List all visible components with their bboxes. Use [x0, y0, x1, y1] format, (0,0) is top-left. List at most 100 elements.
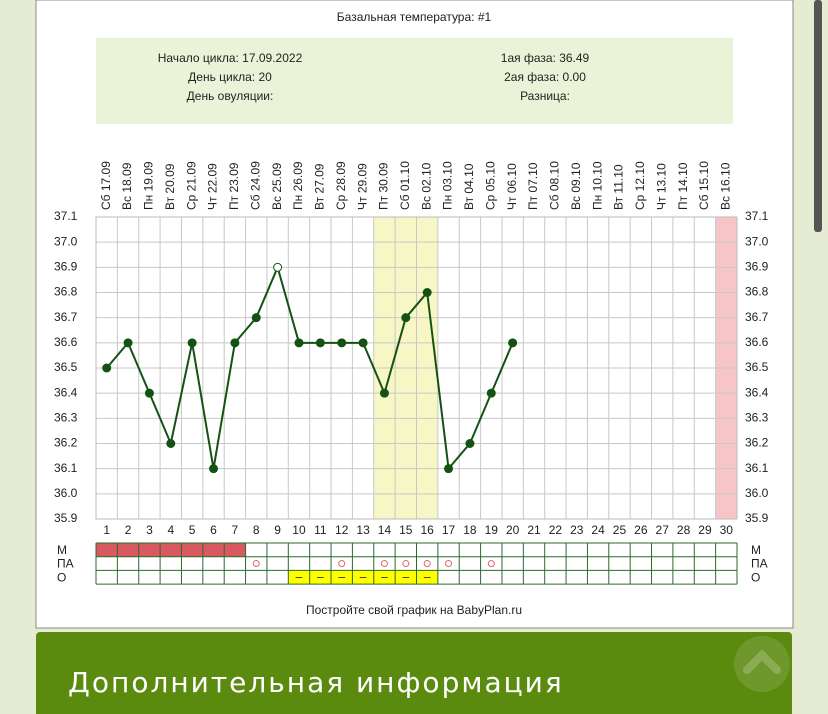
row-circle [252, 560, 260, 568]
row-label: ПА [57, 557, 74, 571]
day-number: 1 [103, 523, 110, 537]
y-tick-label-right: 36.1 [745, 461, 769, 475]
chart: Базальная температура: #1 Начало цикла: … [35, 0, 822, 629]
x-tick-label: Чт 06.10 [505, 163, 519, 210]
x-tick-label: Чт 13.10 [654, 163, 668, 210]
y-tick-label-right: 37.1 [745, 209, 769, 223]
y-tick-label-right: 37.0 [745, 234, 769, 248]
y-tick-label-right: 36.7 [745, 310, 769, 324]
day-number: 24 [591, 523, 605, 537]
x-tick-label: Пн 10.10 [590, 161, 604, 210]
row-cell [181, 543, 203, 557]
day-number: 10 [292, 523, 306, 537]
day-number: 7 [232, 523, 239, 537]
y-tick-label: 36.1 [54, 461, 78, 475]
y-tick-label-right: 36.4 [745, 385, 769, 399]
x-tick-label: Вс 18.09 [120, 162, 134, 210]
day-number: 29 [698, 523, 712, 537]
x-tick-label: Вс 25.09 [270, 162, 284, 210]
y-tick-label-right: 36.8 [745, 285, 769, 299]
row-cell [160, 543, 182, 557]
x-tick-label: Пт 23.09 [227, 162, 241, 210]
day-number: 18 [463, 523, 477, 537]
x-tick-label: Ср 21.09 [184, 161, 198, 210]
row-circle [380, 560, 388, 568]
info-left: День цикла: 20 [188, 70, 272, 84]
day-number: 6 [210, 523, 217, 537]
day-number: 28 [677, 523, 691, 537]
y-tick-label: 36.9 [54, 260, 78, 274]
row-cell-text: – [402, 569, 409, 583]
point [187, 338, 197, 348]
row-circle [487, 560, 495, 568]
x-tick-label: Пн 26.09 [291, 161, 305, 210]
day-number: 16 [421, 523, 435, 537]
point [273, 262, 283, 272]
point [465, 439, 475, 448]
row-label-right: М [751, 543, 761, 557]
row-label: О [57, 570, 66, 584]
day-number: 30 [720, 523, 734, 537]
point [123, 338, 133, 348]
point [144, 388, 154, 398]
y-tick-label: 36.4 [54, 385, 78, 399]
x-tick-label: Вт 11.10 [612, 164, 626, 210]
row-cell-text: – [360, 569, 367, 583]
x-tick-label: Вт 27.09 [313, 163, 327, 210]
row-cell-text: – [424, 569, 431, 583]
info-box [96, 38, 733, 124]
x-tick-label: Пн 03.10 [441, 161, 455, 210]
row-cell [117, 543, 139, 557]
point [337, 338, 347, 348]
x-tick-label: Пт 07.10 [526, 162, 540, 210]
day-number: 15 [399, 523, 413, 537]
day-number: 8 [253, 523, 260, 537]
day-number: 19 [485, 523, 499, 537]
scrollbar[interactable] [814, 0, 822, 232]
row-cell [288, 570, 310, 585]
x-tick-label: Сб 15.10 [697, 161, 711, 210]
point [486, 388, 496, 398]
y-tick-label: 35.9 [54, 511, 78, 525]
x-tick-label: Пт 30.09 [377, 162, 391, 210]
point [315, 338, 325, 348]
row-circle [445, 560, 453, 568]
row-cell [373, 570, 396, 585]
plot-border [95, 216, 738, 520]
point [294, 338, 304, 348]
point [209, 464, 219, 474]
row-cell-text: – [381, 569, 388, 583]
x-tick-label: Ср 05.10 [483, 161, 497, 210]
day-number: 13 [356, 523, 370, 537]
info-right: Разница: [520, 89, 570, 103]
x-tick-label: Вс 16.10 [718, 162, 732, 210]
row-label: М [57, 543, 67, 557]
day-number: 20 [506, 523, 520, 537]
row-cell [309, 570, 332, 585]
row-cell-text: – [296, 569, 303, 583]
footer: Постройте свой график на BabyPlan.ru [306, 603, 522, 617]
day-number: 2 [125, 523, 132, 537]
point [444, 464, 454, 474]
y-tick-label-right: 36.3 [745, 411, 769, 425]
day-number: 26 [634, 523, 648, 537]
y-tick-label: 36.5 [54, 360, 78, 374]
x-tick-label: Вс 09.10 [569, 162, 583, 210]
y-tick-label: 37.0 [54, 234, 78, 248]
row-cell-text: – [338, 569, 345, 583]
day-number: 25 [613, 523, 627, 537]
x-tick-label: Вт 04.10 [462, 163, 476, 210]
scroll-top-button[interactable] [732, 634, 792, 694]
info-left: Начало цикла: 17.09.2022 [158, 51, 303, 65]
day-number: 5 [189, 523, 196, 537]
x-tick-label: Ср 12.10 [633, 161, 647, 210]
point [379, 388, 389, 398]
day-number: 23 [570, 523, 584, 537]
row-cell [224, 543, 246, 557]
day-number: 12 [335, 523, 349, 537]
point [422, 288, 432, 297]
row-cell-text: – [317, 569, 324, 583]
banner-title: Дополнительная информация [68, 666, 564, 699]
y-tick-label: 36.3 [54, 411, 78, 425]
